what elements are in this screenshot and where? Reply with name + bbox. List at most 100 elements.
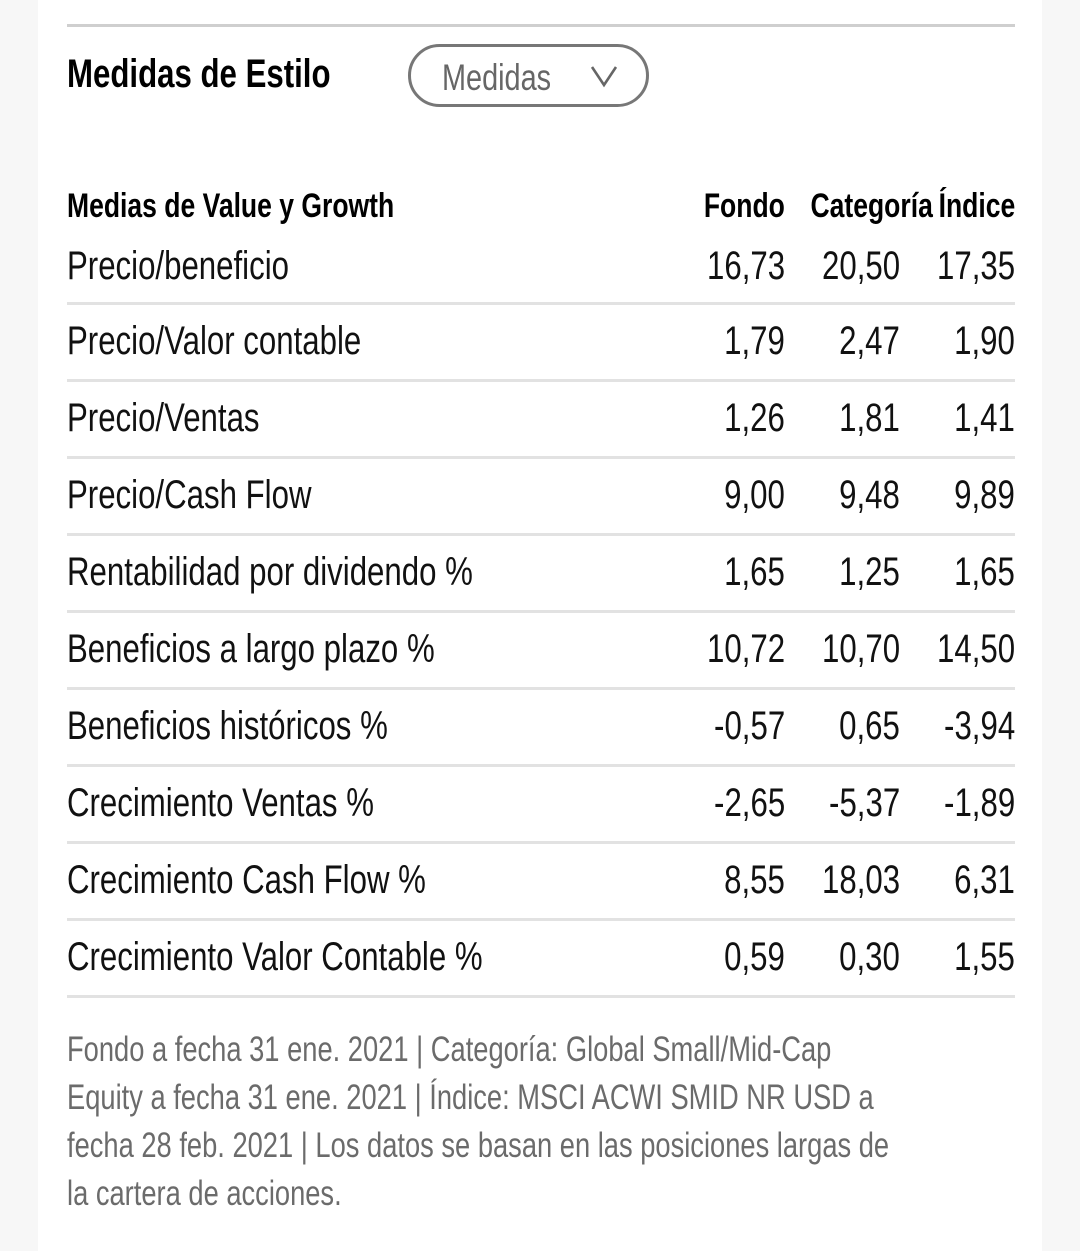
categoria-value: 2,47 <box>822 317 900 365</box>
indice-value: 14,50 <box>915 625 1015 673</box>
footnote-line: fecha 28 feb. 2021 | Los datos se basan … <box>67 1122 1015 1170</box>
fondo-value-text: 9,00 <box>724 473 785 517</box>
row-label-text: Precio/Valor contable <box>67 319 362 363</box>
indice-value: -3,94 <box>924 702 1015 750</box>
row-label-text: Crecimiento Ventas % <box>67 781 374 825</box>
indice-value-text: 1,55 <box>954 935 1015 979</box>
section-divider <box>67 24 1015 27</box>
table-body: Precio/beneficio 16,73 20,50 17,35 Precio/Va… <box>67 230 1015 998</box>
header-label: Medias de Value y Growth <box>67 186 486 227</box>
categoria-value-text: 20,50 <box>821 244 900 288</box>
categoria-value-text: -5,37 <box>828 781 900 825</box>
categoria-value-text: 0,65 <box>839 704 900 748</box>
fondo-value: -0,57 <box>694 702 785 750</box>
footnote-line-text: Equity a fecha 31 ene. 2021 | Índice: MS… <box>67 1078 874 1117</box>
row-label: Precio/Cash Flow <box>67 471 380 519</box>
categoria-value-text: 0,30 <box>839 935 900 979</box>
indice-value: 1,65 <box>937 548 1015 596</box>
categoria-value-text: 1,81 <box>839 396 900 440</box>
measures-dropdown[interactable]: Medidas <box>408 44 649 107</box>
table-header-row: Medias de Value y Growth Fondo Categoría… <box>67 180 1015 230</box>
categoria-value: 0,30 <box>822 933 900 981</box>
categoria-value-text: 2,47 <box>839 319 900 363</box>
fondo-value: 1,65 <box>707 548 785 596</box>
categoria-value: 0,65 <box>822 702 900 750</box>
footnote-line-text: fecha 28 feb. 2021 | Los datos se basan … <box>67 1126 890 1165</box>
header-categoria: Categoría <box>776 186 933 227</box>
header-categoria-text: Categoría <box>810 187 933 225</box>
fondo-value: 1,26 <box>707 394 785 442</box>
indice-value-text: -1,89 <box>943 781 1015 825</box>
row-label: Precio/beneficio <box>67 242 352 290</box>
indice-value: 17,35 <box>915 242 1015 290</box>
row-label-text: Precio/Ventas <box>67 396 260 440</box>
row-label: Precio/Ventas <box>67 394 314 442</box>
fondo-value-text: 16,73 <box>706 244 785 288</box>
row-label: Beneficios a largo plazo % <box>67 625 538 673</box>
row-label-text: Crecimiento Cash Flow % <box>67 858 426 902</box>
indice-value: -1,89 <box>924 779 1015 827</box>
row-label-text: Rentabilidad por dividendo % <box>67 550 473 594</box>
fondo-value: 0,59 <box>707 933 785 981</box>
row-label: Crecimiento Ventas % <box>67 779 461 827</box>
fondo-value: 16,73 <box>685 242 785 290</box>
header-label-text: Medias de Value y Growth <box>67 187 395 225</box>
fondo-value: -2,65 <box>694 779 785 827</box>
categoria-value: 9,48 <box>822 471 900 519</box>
row-label: Rentabilidad por dividendo % <box>67 548 587 596</box>
fondo-value-text: 1,65 <box>724 550 785 594</box>
table-row: Beneficios a largo plazo % 10,72 10,70 14,5… <box>67 613 1015 690</box>
header-indice-text: Índice <box>938 187 1015 225</box>
footnote-line: la cartera de acciones. <box>67 1170 1015 1218</box>
row-label-text: Precio/Cash Flow <box>67 473 312 517</box>
header-fondo: Fondo <box>681 186 785 227</box>
indice-value: 1,55 <box>937 933 1015 981</box>
table-row: Precio/Ventas 1,26 1,81 1,41 <box>67 382 1015 459</box>
dropdown-selected-value: Medidas <box>442 59 582 98</box>
indice-value-text: 17,35 <box>936 244 1015 288</box>
categoria-value-text: 9,48 <box>839 473 900 517</box>
chevron-down-icon <box>590 66 618 88</box>
categoria-value: -5,37 <box>809 779 900 827</box>
indice-value: 9,89 <box>937 471 1015 519</box>
footnote-line: Fondo a fecha 31 ene. 2021 | Categoría: … <box>67 1026 1015 1074</box>
row-label-text: Beneficios históricos % <box>67 704 388 748</box>
fondo-value-text: 0,59 <box>724 935 785 979</box>
indice-value-text: 1,90 <box>954 319 1015 363</box>
row-label: Crecimiento Valor Contable % <box>67 933 600 981</box>
indice-value-text: 6,31 <box>954 858 1015 902</box>
fondo-value-text: 8,55 <box>724 858 785 902</box>
footnote-line-text: la cartera de acciones. <box>67 1174 342 1213</box>
fondo-value-text: 1,26 <box>724 396 785 440</box>
row-label-text: Precio/beneficio <box>67 244 289 288</box>
table-row: Rentabilidad por dividendo % 1,65 1,25 1,65 <box>67 536 1015 613</box>
table-row: Precio/Cash Flow 9,00 9,48 9,89 <box>67 459 1015 536</box>
row-label-text: Beneficios a largo plazo % <box>67 627 435 671</box>
fondo-value: 10,72 <box>685 625 785 673</box>
header-fondo-text: Fondo <box>704 187 785 225</box>
table-row: Precio/beneficio 16,73 20,50 17,35 <box>67 230 1015 305</box>
indice-value-text: 14,50 <box>936 627 1015 671</box>
categoria-value-text: 1,25 <box>839 550 900 594</box>
categoria-value-text: 10,70 <box>821 627 900 671</box>
footnote-line-text: Fondo a fecha 31 ene. 2021 | Categoría: … <box>67 1030 832 1069</box>
categoria-value: 1,25 <box>822 548 900 596</box>
indice-value-text: -3,94 <box>943 704 1015 748</box>
footnote: Fondo a fecha 31 ene. 2021 | Categoría: … <box>67 1026 1015 1218</box>
fondo-value-text: -2,65 <box>713 781 785 825</box>
header-indice: Índice <box>917 186 1015 227</box>
table-row: Crecimiento Ventas % -2,65 -5,37 -1,89 <box>67 767 1015 844</box>
fondo-value-text: 10,72 <box>706 627 785 671</box>
style-measures-panel: Medidas de Estilo Medidas Medias de Valu… <box>38 0 1042 1251</box>
section-title-text: Medidas de Estilo <box>67 52 331 96</box>
indice-value: 1,41 <box>937 394 1015 442</box>
section-title: Medidas de Estilo <box>67 52 405 96</box>
row-label: Crecimiento Cash Flow % <box>67 856 527 904</box>
fondo-value-text: -0,57 <box>713 704 785 748</box>
categoria-value: 20,50 <box>800 242 900 290</box>
categoria-value: 10,70 <box>800 625 900 673</box>
categoria-value: 18,03 <box>800 856 900 904</box>
fondo-value-text: 1,79 <box>724 319 785 363</box>
indice-value-text: 1,41 <box>954 396 1015 440</box>
table-row: Crecimiento Cash Flow % 8,55 18,03 6,31 <box>67 844 1015 921</box>
